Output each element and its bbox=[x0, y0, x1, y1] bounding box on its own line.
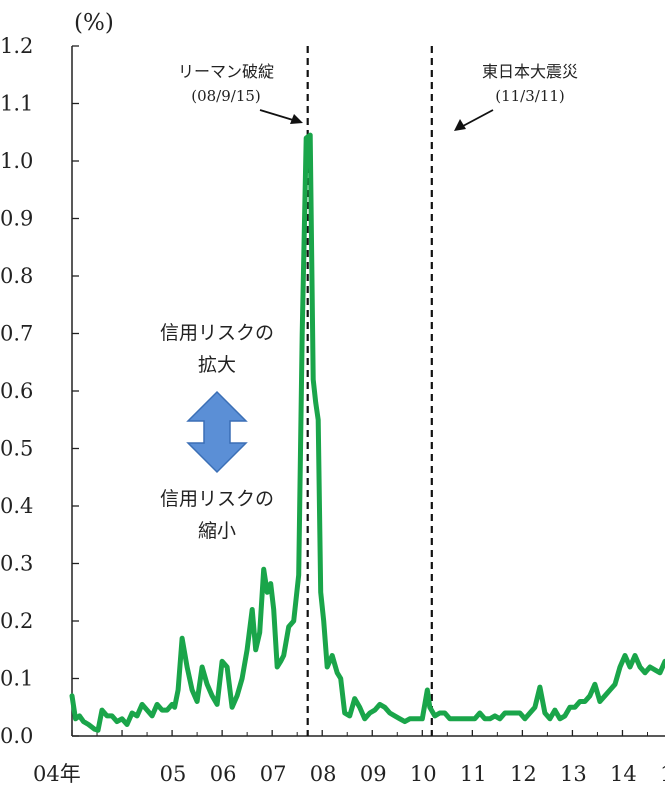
y-tick-label: 0.0 bbox=[0, 724, 33, 748]
x-axis: 04年 05 06 07 08 09 10 11 12 13 14 15 bbox=[33, 730, 665, 786]
y-tick-label: 0.9 bbox=[0, 207, 33, 231]
y-tick-label: 1.1 bbox=[0, 92, 33, 116]
risk-down-label-line1: 信用リスクの bbox=[160, 488, 274, 510]
lehman-label: リーマン破綻 bbox=[178, 62, 274, 81]
x-tick-label: 09 bbox=[360, 762, 387, 786]
earthquake-arrow-icon bbox=[454, 109, 494, 131]
x-tick-label: 12 bbox=[510, 762, 537, 786]
x-tick-label: 14 bbox=[610, 762, 637, 786]
y-tick-label: 1.2 bbox=[0, 34, 33, 58]
x-tick-label: 15 bbox=[660, 762, 665, 786]
double-arrow-icon bbox=[186, 390, 248, 474]
earthquake-label: 東日本大震災 bbox=[482, 62, 578, 81]
y-tick-label: 0.3 bbox=[0, 552, 33, 576]
y-tick-label: 0.1 bbox=[0, 667, 33, 691]
y-tick-label: 0.5 bbox=[0, 437, 33, 461]
y-tick-label: 0.4 bbox=[0, 494, 33, 518]
lehman-date: (08/9/15) bbox=[191, 87, 261, 105]
y-tick-label: 1.0 bbox=[0, 149, 33, 173]
x-tick-label: 04年 bbox=[33, 762, 81, 786]
x-tick-label: 08 bbox=[310, 762, 337, 786]
x-tick-label: 07 bbox=[260, 762, 287, 786]
risk-up-label-line2: 拡大 bbox=[198, 354, 236, 376]
risk-down-label-line2: 縮小 bbox=[198, 520, 236, 542]
y-tick-label: 0.6 bbox=[0, 379, 33, 403]
risk-up-label-line1: 信用リスクの bbox=[160, 322, 274, 344]
x-tick-label: 06 bbox=[210, 762, 237, 786]
lehman-arrow-icon bbox=[259, 109, 303, 124]
y-tick-label: 0.2 bbox=[0, 609, 33, 633]
y-tick-label: 0.7 bbox=[0, 322, 33, 346]
x-tick-label: 10 bbox=[410, 762, 437, 786]
x-tick-label: 13 bbox=[560, 762, 587, 786]
credit-spread-line bbox=[69, 132, 665, 733]
x-tick-label: 11 bbox=[460, 762, 487, 786]
y-axis-unit-label: (%) bbox=[74, 10, 114, 36]
earthquake-date: (11/3/11) bbox=[495, 87, 565, 105]
x-tick-label: 05 bbox=[160, 762, 187, 786]
y-tick-label: 0.8 bbox=[0, 264, 33, 288]
y-axis: 0.0 0.1 0.2 0.3 0.4 0.5 0.6 0.7 0.8 0.9 1.0 1.1 1.2 bbox=[0, 34, 79, 748]
